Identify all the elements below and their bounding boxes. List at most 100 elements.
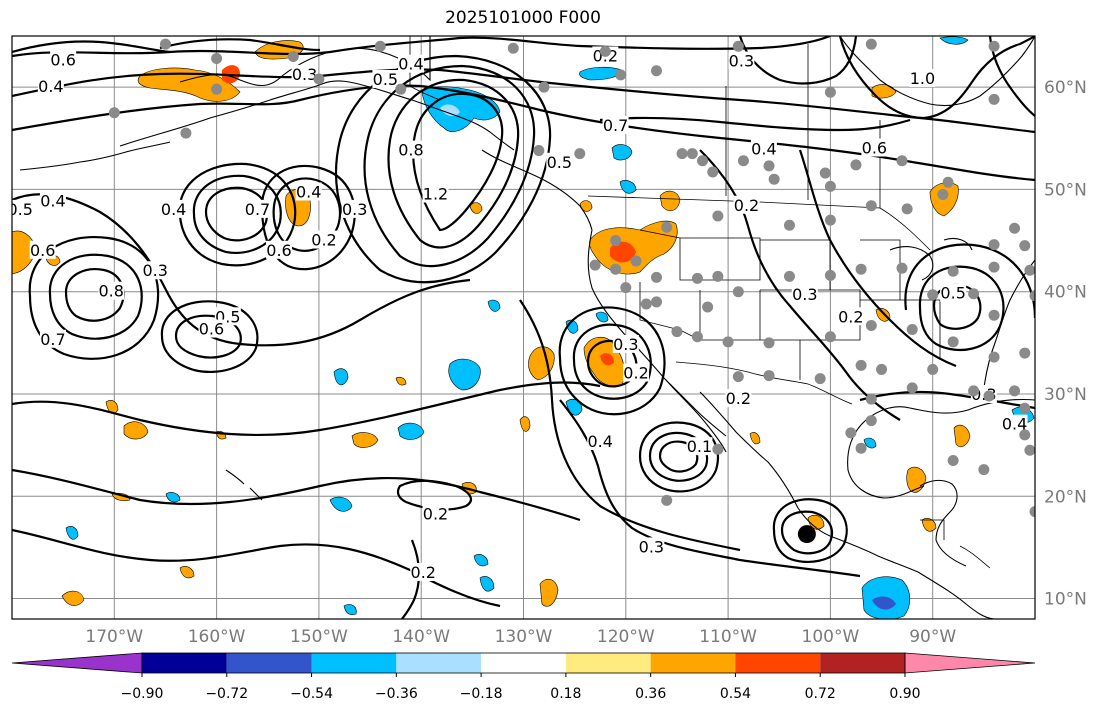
shading-orange xyxy=(351,432,379,448)
station-marker xyxy=(712,210,724,222)
shading-purple xyxy=(872,596,896,610)
colorbar-tick-label: −0.72 xyxy=(205,686,248,702)
contour-line xyxy=(738,36,858,85)
coastline-hudson xyxy=(839,36,1035,107)
shading-blue xyxy=(473,554,489,567)
station-marker xyxy=(707,166,719,178)
shaded-anomalies xyxy=(12,36,1035,619)
station-marker xyxy=(702,301,714,313)
contour-line xyxy=(334,54,552,284)
contour-label-background xyxy=(142,261,169,280)
contour-label-background xyxy=(791,284,818,303)
station-marker xyxy=(686,148,698,160)
station-marker xyxy=(732,371,744,383)
station-marker xyxy=(983,390,995,402)
contour-label-background xyxy=(244,199,271,218)
contour-label: 0.2 xyxy=(311,231,336,250)
contour-line xyxy=(159,38,321,52)
shading-blue xyxy=(65,526,79,540)
station-marker xyxy=(988,239,1000,251)
station-marker xyxy=(671,326,683,338)
station-marker xyxy=(108,107,120,119)
contour-label: 0.3 xyxy=(342,200,367,219)
station-marker xyxy=(599,45,611,57)
contour-line xyxy=(160,300,259,374)
shading-blue xyxy=(619,180,637,194)
contour-label-background xyxy=(686,437,713,456)
station-marker xyxy=(763,370,775,382)
station-marker xyxy=(814,373,826,385)
contour-label: 0.2 xyxy=(734,196,759,215)
shading-blue xyxy=(579,66,623,81)
contour-label: 0.2 xyxy=(623,364,648,383)
contour-line xyxy=(396,479,473,511)
station-marker xyxy=(988,93,1000,105)
colorbar-segment xyxy=(311,653,397,673)
shading-orange xyxy=(61,590,85,606)
station-marker xyxy=(942,176,954,188)
contour-line xyxy=(798,149,957,368)
contour-label-background xyxy=(612,334,639,353)
colorbar-segment xyxy=(142,653,227,673)
contour-label: 0.1 xyxy=(687,437,712,456)
contour-line xyxy=(859,390,1035,410)
contour-label-background xyxy=(1001,414,1028,433)
colorbar-tick-label: 0.72 xyxy=(805,686,836,702)
station-marker xyxy=(722,336,734,348)
contour-label: 0.5 xyxy=(940,284,965,303)
station-marker xyxy=(1029,506,1035,518)
station-marker xyxy=(824,86,836,98)
contour-label-background xyxy=(750,139,777,158)
contour-label: 0.8 xyxy=(398,141,423,160)
colorbar-segment xyxy=(396,653,482,673)
station-marker xyxy=(533,145,545,157)
contour-label-background xyxy=(397,54,424,73)
latitude-tick-label: 10°N xyxy=(1044,590,1087,610)
station-marker xyxy=(937,189,949,201)
station-marker xyxy=(211,53,223,65)
longitude-tick-label: 110°W xyxy=(699,627,757,647)
colorbar-segment xyxy=(481,653,566,673)
border-states-b xyxy=(639,229,941,360)
station-marker xyxy=(732,286,744,298)
shading-blue xyxy=(448,358,481,391)
station-marker xyxy=(1024,444,1035,456)
station-marker xyxy=(906,324,918,336)
shading-blue xyxy=(479,576,495,592)
shading-orange xyxy=(875,308,891,322)
station-marker xyxy=(610,263,622,275)
contour-label: 0.5 xyxy=(547,153,572,172)
contour-label-background xyxy=(587,432,614,451)
contour-label-background xyxy=(291,64,318,83)
contour-label: 0.4 xyxy=(1002,415,1027,434)
colorbar-segment xyxy=(650,653,736,673)
contour-label: 0.5 xyxy=(373,70,398,89)
station-marker xyxy=(927,289,939,301)
station-marker xyxy=(610,235,622,247)
coastline-us-west xyxy=(587,229,727,437)
contour-label: 0.3 xyxy=(792,285,817,304)
colorbar-segment xyxy=(735,653,821,673)
contour-label-background xyxy=(198,319,225,338)
latitude-tick-label: 60°N xyxy=(1044,78,1087,98)
contour-label: 0.6 xyxy=(199,320,224,339)
station-marker xyxy=(1009,222,1021,234)
contour-label: 0.3 xyxy=(292,65,317,84)
shading-blue xyxy=(397,422,425,440)
station-marker xyxy=(574,148,586,160)
coastline-great-lakes xyxy=(889,237,973,281)
contour-line xyxy=(599,116,911,132)
contour-label-background xyxy=(397,140,424,159)
contour-line xyxy=(648,431,709,482)
contour-label-background xyxy=(623,363,650,382)
contour-label-background xyxy=(160,199,187,218)
station-marker xyxy=(763,337,775,349)
colorbar-tick-label: −0.36 xyxy=(375,686,418,702)
station-marker xyxy=(676,148,688,160)
colorbar: −0.90 −0.72 −0.54 −0.36 −0.18 0.18 0.36 0.54 0.7… xyxy=(11,652,1036,702)
border-us-mexico xyxy=(675,361,853,405)
contour-line xyxy=(519,299,741,552)
shading-blue xyxy=(333,368,349,386)
contour-line xyxy=(558,306,666,416)
